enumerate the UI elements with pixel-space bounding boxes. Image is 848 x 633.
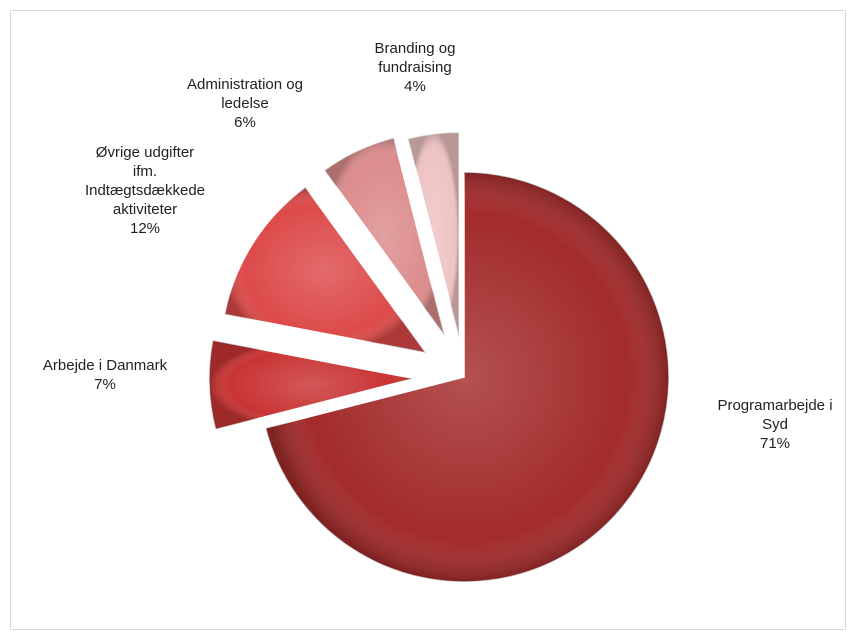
value-label: 12% bbox=[129, 220, 161, 237]
value-label: 7% bbox=[94, 376, 116, 393]
slice-label-branding: Branding og fundraising 4% bbox=[350, 39, 480, 96]
pie-slice-shading-administration bbox=[324, 137, 445, 337]
slice-label-administration: Administration og ledelse 6% bbox=[160, 75, 330, 132]
label-line: Indtægtsdækkede bbox=[84, 182, 206, 199]
slice-label-programarbejde: Programarbejde i Syd 71% bbox=[700, 396, 848, 453]
label-line: fundraising bbox=[378, 59, 452, 76]
pie-slice-shading-branding bbox=[408, 132, 459, 338]
label-line: Administration og bbox=[187, 76, 303, 93]
value-label: 71% bbox=[759, 435, 791, 452]
pie-slice-shading-arbejde-i-danmark bbox=[209, 340, 415, 430]
label-line: aktiviteter bbox=[112, 201, 178, 218]
label-line: Branding og bbox=[374, 40, 456, 57]
label-line: Programarbejde i bbox=[717, 397, 833, 414]
slice-label-arbejde-i-danmark: Arbejde i Danmark 7% bbox=[20, 356, 190, 394]
pie-slice-shading-programarbejde bbox=[265, 172, 669, 582]
label-line: ledelse bbox=[221, 95, 269, 112]
label-line: Arbejde i Danmark bbox=[42, 357, 168, 374]
value-label: 6% bbox=[234, 114, 256, 131]
label-line: Øvrige udgifter bbox=[95, 144, 195, 161]
value-label: 4% bbox=[404, 78, 426, 95]
label-line: ifm. bbox=[132, 163, 158, 180]
label-line: Syd bbox=[762, 416, 788, 433]
slice-label-oevrige-udgifter: Øvrige udgifter ifm. Indtægtsdækkede akt… bbox=[60, 143, 230, 238]
pie-slice-shading-oevrige-udgifter bbox=[224, 187, 427, 353]
